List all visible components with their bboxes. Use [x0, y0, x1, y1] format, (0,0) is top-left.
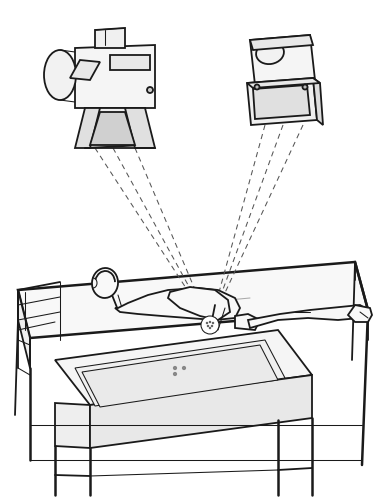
- Polygon shape: [90, 112, 135, 145]
- Polygon shape: [125, 108, 155, 148]
- Circle shape: [201, 316, 219, 334]
- Polygon shape: [55, 403, 90, 448]
- Polygon shape: [75, 45, 155, 108]
- Polygon shape: [95, 28, 125, 48]
- Polygon shape: [247, 78, 317, 125]
- Polygon shape: [110, 55, 150, 70]
- Polygon shape: [85, 108, 145, 148]
- Polygon shape: [18, 290, 30, 368]
- Circle shape: [207, 325, 209, 327]
- Circle shape: [209, 327, 211, 329]
- Polygon shape: [75, 340, 285, 406]
- Polygon shape: [250, 35, 315, 85]
- Circle shape: [183, 367, 185, 369]
- Polygon shape: [75, 108, 100, 148]
- Circle shape: [206, 322, 208, 324]
- Polygon shape: [348, 305, 372, 322]
- Polygon shape: [235, 314, 260, 330]
- Polygon shape: [253, 85, 310, 119]
- Polygon shape: [70, 60, 100, 80]
- Circle shape: [174, 367, 176, 369]
- Polygon shape: [115, 288, 240, 320]
- Polygon shape: [313, 78, 323, 125]
- Polygon shape: [90, 375, 312, 448]
- Polygon shape: [248, 305, 368, 328]
- Ellipse shape: [44, 50, 76, 100]
- Polygon shape: [168, 287, 230, 320]
- Polygon shape: [55, 330, 312, 405]
- Circle shape: [174, 373, 176, 375]
- Polygon shape: [18, 262, 368, 338]
- Ellipse shape: [92, 268, 118, 298]
- Polygon shape: [250, 35, 313, 50]
- Ellipse shape: [256, 42, 284, 64]
- Circle shape: [255, 84, 260, 89]
- Circle shape: [212, 322, 214, 324]
- Circle shape: [147, 87, 153, 93]
- Circle shape: [303, 84, 307, 89]
- Polygon shape: [247, 78, 320, 88]
- Polygon shape: [82, 345, 278, 407]
- Circle shape: [211, 325, 213, 327]
- Circle shape: [209, 321, 211, 323]
